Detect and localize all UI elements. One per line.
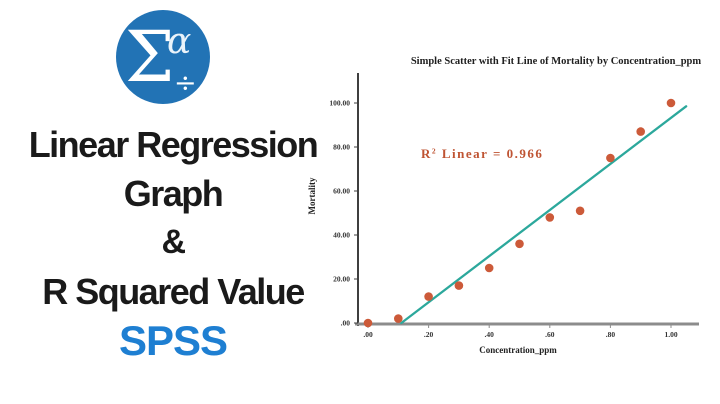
r-squared-annotation: R2 Linear = 0.966: [421, 146, 543, 161]
x-tick-label: .20: [424, 330, 434, 339]
y-tick-label: 40.00: [333, 231, 350, 240]
y-tick-label: 80.00: [333, 143, 350, 152]
data-point: [515, 239, 524, 249]
x-tick-group: .00 .20 .40 .60 .80 1.00: [363, 324, 678, 339]
y-axis-title: Mortality: [307, 177, 317, 214]
chart-title: Simple Scatter with Fit Line of Mortalit…: [411, 56, 702, 67]
y-tick-label: 60.00: [333, 187, 350, 196]
y-tick-label: 100.00: [329, 99, 350, 108]
sigma-glyph: Σ: [125, 16, 175, 98]
x-tick-label: .60: [545, 330, 555, 339]
headline-line-1: Linear Regression: [28, 124, 319, 165]
y-tick-label: 20.00: [333, 275, 350, 284]
divide-glyph: ÷: [174, 68, 197, 99]
data-point: [394, 314, 403, 323]
data-point: [454, 281, 464, 290]
alpha-glyph: α: [167, 21, 192, 62]
data-points-group: [363, 98, 676, 328]
data-point: [424, 292, 433, 301]
data-point: [666, 98, 676, 108]
r-annotation-suffix: Linear = 0.966: [437, 146, 543, 161]
y-tick-group: .00 20.00 40.00 60.00 80.00 100.00: [329, 99, 358, 328]
headline-block: Linear Regression Graph & R Squared Valu…: [0, 120, 346, 365]
x-axis-title: Concentration_ppm: [479, 345, 557, 355]
data-point: [575, 206, 585, 216]
r-annotation-superscript: 2: [432, 147, 437, 156]
data-point: [545, 213, 555, 222]
spss-logo: Σ α ÷: [116, 10, 210, 104]
data-point: [363, 318, 373, 328]
data-point: [606, 153, 615, 163]
headline-ampersand: &: [161, 223, 186, 261]
x-tick-label: .40: [485, 330, 495, 339]
spss-label: SPSS: [118, 317, 228, 364]
y-tick-label: .00: [341, 319, 351, 328]
data-point: [484, 263, 494, 273]
data-point: [636, 127, 645, 136]
x-tick-label: .00: [363, 330, 373, 339]
x-tick-label: 1.00: [664, 330, 677, 339]
r-annotation-prefix: R: [421, 146, 432, 161]
headline-line-3: R Squared Value: [42, 271, 305, 312]
fit-line: [400, 105, 688, 325]
headline-line-2: Graph: [123, 173, 224, 214]
x-tick-label: .80: [606, 330, 616, 339]
